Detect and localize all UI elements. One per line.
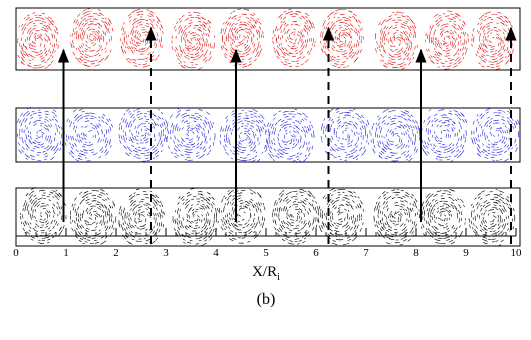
x-tick-label: 4 — [213, 247, 219, 259]
x-tick-label: 5 — [263, 247, 269, 259]
arrows — [57, 26, 517, 244]
x-label-subscript: i — [277, 272, 280, 283]
vector-panel — [15, 7, 521, 71]
x-tick-label: 0 — [13, 247, 19, 259]
x-tick-label: 9 — [463, 247, 469, 259]
x-axis: 0 1 2 3 4 5 6 7 8 9 10 — [13, 228, 522, 259]
panel-frame — [15, 7, 521, 71]
x-tick-label: 6 — [313, 247, 319, 259]
vector-panels — [15, 7, 521, 247]
x-tick-label: 1 — [63, 247, 69, 259]
x-tick-label: 7 — [363, 247, 369, 259]
x-tick-label: 8 — [413, 247, 419, 259]
vector-panel — [15, 187, 521, 247]
panel-frame — [15, 187, 521, 247]
caption: (b) — [257, 291, 276, 308]
x-axis-label: X/Ri — [252, 264, 280, 283]
x-label-main: X/R — [252, 264, 277, 280]
x-tick-label: 2 — [113, 247, 119, 259]
x-tick-label: 10 — [511, 247, 523, 259]
vectors — [17, 8, 515, 71]
x-tick-label: 3 — [163, 247, 169, 259]
vector-panel — [15, 106, 521, 164]
